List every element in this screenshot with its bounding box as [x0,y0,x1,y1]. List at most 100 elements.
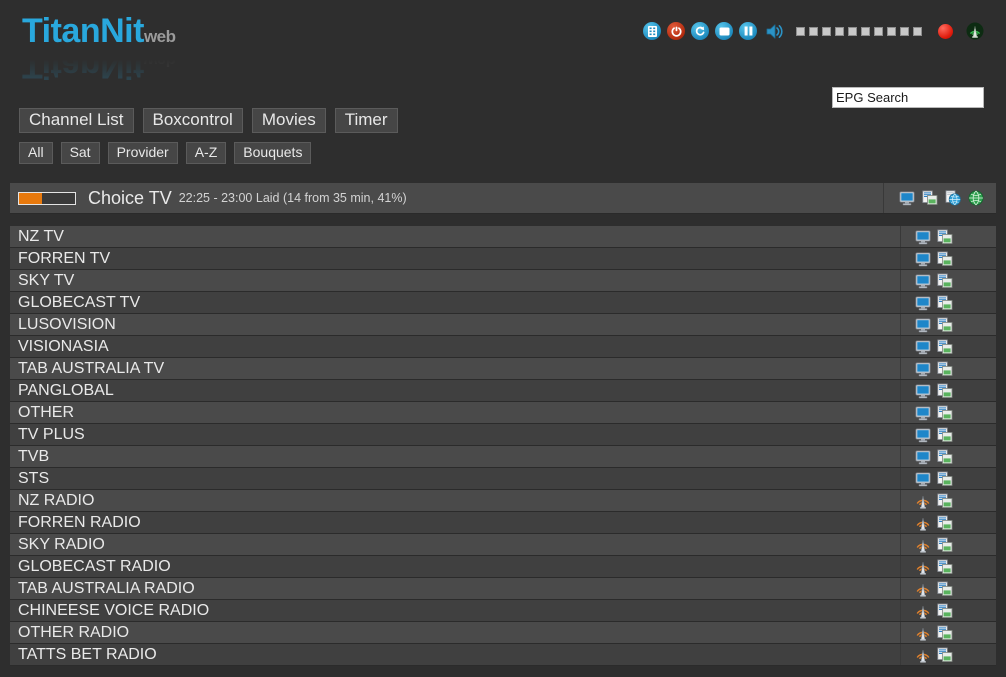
bouquet-list-icon[interactable] [937,295,953,311]
tab-boxcontrol[interactable]: Boxcontrol [142,108,243,133]
channel-row-label[interactable]: TAB AUSTRALIA TV [18,359,165,377]
channel-row[interactable]: GLOBECAST TV [10,292,996,314]
screen-icon[interactable] [915,273,931,289]
channel-row-label[interactable]: TV PLUS [18,425,85,443]
channel-row[interactable]: FORREN RADIO [10,512,996,534]
channel-row-label[interactable]: GLOBECAST RADIO [18,557,171,575]
volume-segment[interactable] [809,26,818,36]
bouquet-list-icon[interactable] [937,229,953,245]
bouquet-list-icon[interactable] [937,405,953,421]
channel-row-label[interactable]: VISIONASIA [18,337,109,355]
channel-row[interactable]: FORREN TV [10,248,996,270]
bouquet-list-icon[interactable] [937,471,953,487]
bouquet-list-icon[interactable] [937,361,953,377]
volume-segment[interactable] [796,26,805,36]
channel-row[interactable]: NZ TV [10,226,996,248]
channel-row[interactable]: NZ RADIO [10,490,996,512]
screen-icon[interactable] [915,251,931,267]
screen-icon[interactable] [915,317,931,333]
tab-movies[interactable]: Movies [251,108,326,133]
bouquet-list-icon[interactable] [937,603,953,619]
copy-windows-icon[interactable] [922,190,938,206]
power-icon[interactable] [667,22,685,40]
channel-row-label[interactable]: SKY TV [18,271,75,289]
channel-row[interactable]: STS [10,468,996,490]
channel-row-label[interactable]: STS [18,469,50,487]
subtab-all[interactable]: All [19,142,53,164]
channel-row-label[interactable]: OTHER [18,403,74,421]
speaker-icon[interactable] [765,22,785,40]
bouquet-list-icon[interactable] [937,581,953,597]
channel-row-label[interactable]: PANGLOBAL [18,381,114,399]
globe-icon[interactable] [968,190,984,206]
pause-icon[interactable] [739,22,757,40]
keypad-icon[interactable] [643,22,661,40]
bouquet-list-icon[interactable] [937,273,953,289]
volume-segment[interactable] [861,26,870,36]
bouquet-list-icon[interactable] [937,317,953,333]
channel-row-label[interactable]: TVB [18,447,50,465]
volume-segment[interactable] [887,26,896,36]
subtab-bouquets[interactable]: Bouquets [234,142,312,164]
tab-channel-list[interactable]: Channel List [19,108,134,133]
bouquet-list-icon[interactable] [937,493,953,509]
channel-row-label[interactable]: TATTS BET RADIO [18,645,157,663]
record-dot-icon[interactable] [938,23,953,39]
antenna-icon[interactable] [915,559,931,575]
screen-icon[interactable] [915,295,931,311]
tab-timer[interactable]: Timer [334,108,398,133]
screen-icon[interactable] [915,229,931,245]
refresh-icon[interactable] [691,22,709,40]
bouquet-list-icon[interactable] [937,427,953,443]
antenna-icon[interactable] [966,22,984,40]
channel-row[interactable]: LUSOVISION [10,314,996,336]
screen-icon[interactable] [899,190,915,206]
channel-row[interactable]: TATTS BET RADIO [10,644,996,666]
channel-row-label[interactable]: CHINEESE VOICE RADIO [18,601,210,619]
antenna-icon[interactable] [915,625,931,641]
screen-icon[interactable] [915,405,931,421]
channel-row[interactable]: OTHER RADIO [10,622,996,644]
screen-icon[interactable] [915,361,931,377]
antenna-icon[interactable] [915,537,931,553]
antenna-icon[interactable] [915,493,931,509]
channel-row-label[interactable]: NZ TV [18,227,64,245]
channel-row-label[interactable]: GLOBECAST TV [18,293,141,311]
bouquet-list-icon[interactable] [937,383,953,399]
volume-segment[interactable] [835,26,844,36]
bouquet-list-icon[interactable] [937,515,953,531]
channel-row[interactable]: TVB [10,446,996,468]
channel-row[interactable]: TV PLUS [10,424,996,446]
channel-row[interactable]: OTHER [10,402,996,424]
channel-row-label[interactable]: LUSOVISION [18,315,116,333]
screen-icon[interactable] [915,339,931,355]
screen-icon[interactable] [915,449,931,465]
channel-row-label[interactable]: FORREN TV [18,249,111,267]
screen-icon[interactable] [915,471,931,487]
channel-row-label[interactable]: SKY RADIO [18,535,105,553]
channel-row-label[interactable]: TAB AUSTRALIA RADIO [18,579,195,597]
volume-segment[interactable] [848,26,857,36]
epg-search-input[interactable] [832,87,984,108]
channel-row[interactable]: SKY TV [10,270,996,292]
bouquet-list-icon[interactable] [937,625,953,641]
bouquet-list-icon[interactable] [937,251,953,267]
antenna-icon[interactable] [915,647,931,663]
antenna-icon[interactable] [915,603,931,619]
channel-row[interactable]: GLOBECAST RADIO [10,556,996,578]
volume-segment[interactable] [874,26,883,36]
screen-icon[interactable] [715,22,733,40]
globe-page-icon[interactable] [945,190,961,206]
bouquet-list-icon[interactable] [937,339,953,355]
bouquet-list-icon[interactable] [937,449,953,465]
channel-row[interactable]: TAB AUSTRALIA TV [10,358,996,380]
channel-row[interactable]: CHINEESE VOICE RADIO [10,600,996,622]
screen-icon[interactable] [915,383,931,399]
channel-row[interactable]: SKY RADIO [10,534,996,556]
subtab-sat[interactable]: Sat [60,142,100,164]
bouquet-list-icon[interactable] [937,647,953,663]
channel-row-label[interactable]: OTHER RADIO [18,623,130,641]
bouquet-list-icon[interactable] [937,537,953,553]
volume-segment[interactable] [900,26,909,36]
channel-row-label[interactable]: NZ RADIO [18,491,95,509]
